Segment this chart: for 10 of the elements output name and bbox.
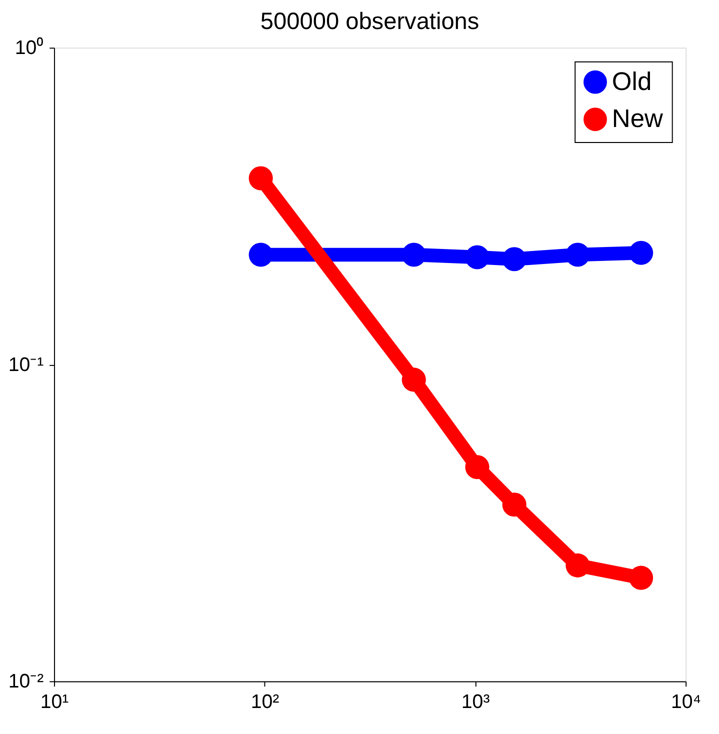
x-tick-label: 10² — [250, 691, 280, 714]
y-tick-label: 10⁻¹ — [8, 354, 44, 376]
legend-label: New — [612, 105, 664, 134]
x-tick-label: 10³ — [461, 691, 490, 714]
y-tick-label: 10⁰ — [14, 37, 44, 60]
x-tick-label: 10⁴ — [670, 691, 702, 714]
x-tick-label: 10¹ — [40, 691, 70, 714]
y-tick-label: 10⁻² — [8, 670, 44, 693]
legend-label: Old — [612, 68, 652, 96]
chart-title: 500000 observations — [260, 8, 480, 34]
